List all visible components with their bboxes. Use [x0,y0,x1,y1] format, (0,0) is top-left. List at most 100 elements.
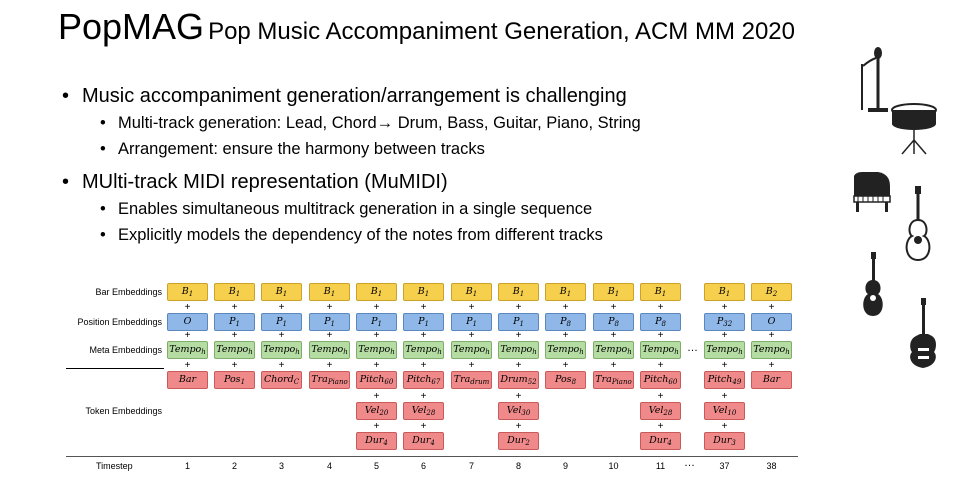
token-embedding-cell: Dur4 [640,432,681,450]
meta-embedding-cell: Tempoh [545,341,586,359]
plus-sign: + [420,421,427,432]
token-embedding-cell: Vel28 [403,402,444,420]
bullet-list: Music accompaniment generation/arrangeme… [62,82,822,248]
plus-sign: + [278,360,285,371]
position-embedding-cell: P1 [309,313,350,331]
plus-sign: + [231,302,238,313]
timestep-tick: 38 [766,461,777,471]
plus-sign: + [515,330,522,341]
plus-sign: + [184,302,191,313]
plus-sign: + [420,302,427,313]
meta-embedding-cell: Tempoh [356,341,397,359]
plus-sign: + [562,330,569,341]
plus-sign: + [373,421,380,432]
token-embedding-cell: Pitch60 [640,371,681,389]
bar-embedding-cell: B1 [309,283,350,301]
bar-embedding-cell: B1 [640,283,681,301]
bar-embedding-cell: B1 [403,283,444,301]
plus-sign: + [468,330,475,341]
token-embedding-cell: ChordC [261,371,302,389]
snare-drum-icon [891,103,937,155]
token-embedding-cell: Pitch49 [704,371,745,389]
meta-embedding-cell: Tempoh [403,341,444,359]
timestep-tick: 2 [231,461,237,471]
meta-embedding-cell: Tempoh [704,341,745,359]
plus-sign: + [657,391,664,402]
plus-sign: + [657,421,664,432]
plus-sign: + [657,360,664,371]
plus-sign: + [515,360,522,371]
token-embedding-cell: Bar [751,371,792,389]
row-label-token: Token Embeddings [85,406,162,416]
bullet-1-sub-2: Arrangement: ensure the harmony between … [62,136,822,162]
plus-sign: + [721,421,728,432]
plus-sign: + [468,360,475,371]
bullet-1: Music accompaniment generation/arrangeme… [62,82,822,110]
token-embedding-cell: Vel10 [704,402,745,420]
timestep-label: Timestep [96,461,133,471]
token-embedding-cell: Tradrum [451,371,492,389]
bar-embedding-cell: B1 [545,283,586,301]
plus-sign: + [515,391,522,402]
timestep-tick: 3 [278,461,284,471]
token-embedding-cell: Vel30 [498,402,539,420]
plus-sign: + [768,360,775,371]
token-embedding-cell: Pos8 [545,371,586,389]
position-embedding-cell: P1 [403,313,444,331]
plus-sign: + [373,330,380,341]
plus-sign: + [515,302,522,313]
row-label-position: Position Embeddings [77,317,162,327]
bar-embedding-cell: B1 [593,283,634,301]
meta-embedding-cell: Tempoh [167,341,208,359]
meta-embedding-cell: Tempoh [214,341,255,359]
token-embedding-cell: Vel28 [640,402,681,420]
plus-sign: + [657,330,664,341]
plus-sign: + [373,302,380,313]
token-embedding-cell: Vel20 [356,402,397,420]
row-label-meta: Meta Embeddings [89,345,162,355]
timestep-tick: 6 [420,461,426,471]
bullet-2-sub-1: Enables simultaneous multitrack generati… [62,196,822,222]
meta-embedding-cell: Tempoh [751,341,792,359]
ellipsis-meta: … [687,342,698,354]
plus-sign: + [326,360,333,371]
plus-sign: + [278,330,285,341]
position-embedding-cell: P8 [545,313,586,331]
ukulele-icon [863,252,883,316]
bar-embedding-cell: B1 [167,283,208,301]
meta-embedding-cell: Tempoh [309,341,350,359]
plus-sign: + [373,360,380,371]
token-embedding-cell: TraPiano [309,371,350,389]
token-embedding-cell: Drum52 [498,371,539,389]
plus-sign: + [721,360,728,371]
grand-piano-icon [853,172,891,212]
bar-embedding-cell: B1 [214,283,255,301]
plus-sign: + [420,360,427,371]
position-embedding-cell: P1 [356,313,397,331]
bar-embedding-cell: B2 [751,283,792,301]
bar-embedding-cell: B1 [356,283,397,301]
title-main: PopMAG [58,6,205,47]
title-subtitle: Pop Music Accompaniment Generation, ACM … [208,18,795,45]
bullet-1-sub-1: Multi-track generation: Lead, Chord→ Dru… [62,110,822,136]
plus-sign: + [768,302,775,313]
divider-line [66,368,164,369]
plus-sign: + [768,330,775,341]
position-embedding-cell: P1 [261,313,302,331]
token-embedding-cell: Pos1 [214,371,255,389]
slide-title: PopMAG Pop Music Accompaniment Generation… [58,6,795,48]
token-embedding-cell: Dur3 [704,432,745,450]
token-embedding-cell: Dur2 [498,432,539,450]
plus-sign: + [326,330,333,341]
timestep-tick: 8 [515,461,521,471]
meta-embedding-cell: Tempoh [593,341,634,359]
position-embedding-cell: O [167,313,208,331]
position-embedding-cell: P1 [451,313,492,331]
plus-sign: + [562,360,569,371]
plus-sign: + [562,302,569,313]
bullet-2-sub-2: Explicitly models the dependency of the … [62,222,822,248]
meta-embedding-cell: Tempoh [261,341,302,359]
bar-embedding-cell: B1 [261,283,302,301]
token-embedding-cell: Bar [167,371,208,389]
